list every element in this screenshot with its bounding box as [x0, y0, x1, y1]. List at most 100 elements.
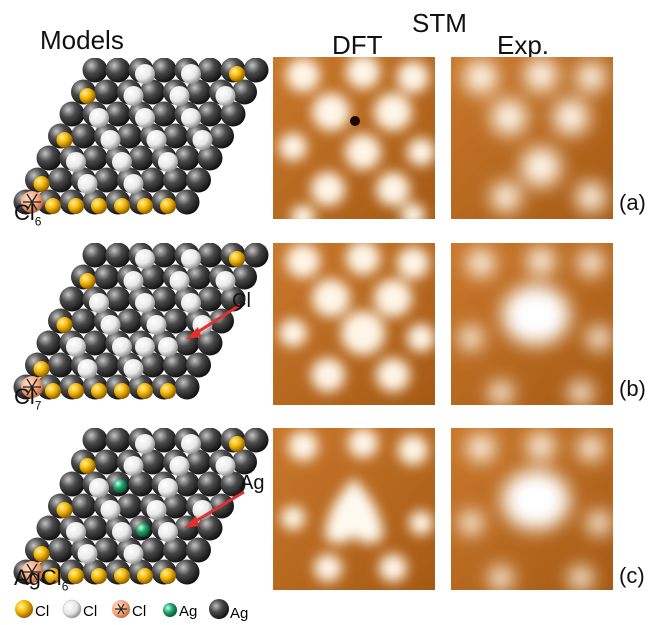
ag-substrate-atom	[197, 58, 223, 83]
stm-bright-spot	[288, 431, 318, 461]
ag-substrate-atom	[82, 428, 108, 453]
white-cl-atom	[123, 359, 144, 379]
model-label-a-sub: 6	[34, 214, 42, 229]
white-sphere-icon	[62, 599, 82, 619]
stm-bright-spot	[464, 60, 498, 94]
arrow-head-icon	[186, 327, 201, 339]
stm-bright-spot	[376, 358, 410, 392]
ag-substrate-atom	[117, 123, 142, 149]
white-cl-atom	[158, 152, 178, 172]
white-cl-atom	[123, 271, 144, 291]
white-cl-atom	[169, 271, 190, 291]
yellow-cl-atom	[45, 198, 61, 214]
exp-image-a	[451, 57, 613, 219]
stm-bright-spot	[286, 244, 320, 278]
stm-bright-spot	[397, 247, 429, 279]
model-panel-a	[13, 58, 269, 215]
model-label-c-main: AgCl	[14, 565, 62, 590]
stm-bright-spot	[569, 381, 593, 405]
yellow-cl-atom	[91, 568, 107, 584]
stm-bright-spot	[459, 511, 483, 535]
ag-substrate-atom	[140, 537, 165, 563]
white-cl-atom	[146, 315, 167, 335]
callout-cl: Cl	[232, 290, 251, 312]
ag-substrate-atom	[140, 79, 165, 105]
ag-substrate-atom	[209, 123, 234, 149]
yellow-cl-atom	[79, 458, 96, 474]
ag-substrate-atom	[232, 264, 257, 290]
stm-bright-spot	[312, 93, 350, 131]
stm-bright-spot	[346, 57, 380, 89]
exp-image-b	[451, 243, 613, 405]
ag-substrate-atom	[243, 428, 269, 453]
green-ag-atom	[113, 479, 127, 493]
stm-bright-spot	[527, 432, 555, 460]
white-cl-atom	[215, 86, 236, 106]
white-cl-atom	[158, 522, 178, 542]
ag-substrate-atom	[174, 145, 200, 171]
ag-substrate-atom	[220, 471, 246, 497]
arrow-line	[190, 490, 245, 526]
ag-substrate-atom	[36, 145, 62, 171]
stm-protrusion	[502, 470, 570, 530]
cross-mark-icon	[23, 563, 41, 581]
stm-bright-spot	[587, 326, 611, 350]
yellow-cl-atom	[79, 88, 96, 104]
stm-bright-spot	[379, 554, 407, 582]
white-cl-atom	[215, 456, 236, 476]
ag-substrate-atom	[105, 428, 131, 453]
ag-substrate-atom	[59, 471, 85, 497]
stm-bright-spot	[291, 205, 315, 219]
stm-bright-spot	[286, 58, 320, 92]
white-cl-atom	[192, 130, 213, 150]
white-cl-atom	[77, 544, 98, 564]
ag-substrate-atom	[186, 79, 211, 105]
yellow-cl-atom	[56, 132, 73, 148]
stm-bright-spot	[398, 435, 428, 465]
ag-substrate-atom	[197, 286, 223, 312]
green-sphere-icon	[163, 603, 177, 617]
yellow-cl-atom	[137, 198, 153, 214]
stm-bright-spot	[341, 311, 385, 355]
dft-image-b	[273, 243, 435, 405]
ag-substrate-atom	[151, 286, 177, 312]
stm-bright-spot	[491, 99, 527, 135]
dark-sphere-icon	[209, 599, 229, 619]
stm-bright-spot	[489, 566, 513, 590]
model-label-b-sub: 7	[34, 398, 42, 413]
white-cl-atom	[158, 478, 178, 498]
stm-bright-spot	[524, 58, 558, 92]
model-label-b-main: Cl	[14, 384, 35, 409]
white-cl-atom	[66, 522, 86, 542]
ag-substrate-atom	[151, 58, 177, 83]
yellow-cl-atom	[68, 568, 84, 584]
white-cl-atom	[215, 271, 236, 291]
ag-substrate-atom	[140, 449, 165, 475]
ag-substrate-atom	[59, 101, 85, 127]
ag-substrate-atom	[197, 515, 223, 541]
stm-protrusion	[502, 285, 570, 345]
ag-substrate-atom	[163, 493, 188, 519]
white-cl-atom	[77, 359, 98, 379]
stm-bright-spot	[397, 61, 429, 93]
stm-bright-spot	[311, 172, 345, 206]
legend-label-5: Ag	[230, 605, 248, 622]
stm-bright-spot	[467, 249, 495, 277]
yellow-cl-atom	[33, 176, 50, 192]
white-cl-atom	[66, 152, 86, 172]
white-cl-atom	[89, 293, 109, 313]
ag-substrate-atom	[82, 243, 108, 268]
green-ag-atom	[136, 523, 150, 537]
row-tag-b: (b)	[619, 376, 646, 401]
yellow-cl-atom	[45, 568, 61, 584]
yellow-cl-atom	[137, 383, 153, 399]
stm-bright-spot	[374, 93, 412, 131]
ag-substrate-atom	[59, 286, 85, 312]
ag-substrate-atom	[243, 243, 269, 268]
white-cl-atom	[112, 152, 132, 172]
ag-substrate-atom	[36, 330, 62, 356]
stm-bright-spot	[587, 511, 611, 535]
ag-substrate-atom	[151, 101, 177, 127]
ag-substrate-atom	[232, 449, 257, 475]
model-label-a: Cl6	[14, 200, 41, 228]
